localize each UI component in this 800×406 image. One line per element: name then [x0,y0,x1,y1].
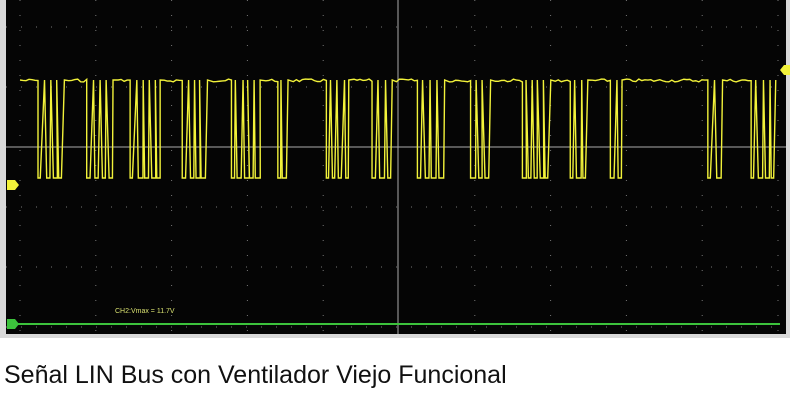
trigger-marker [780,65,790,75]
caption: Señal LIN Bus con Ventilador Viejo Funci… [4,361,507,389]
grid [6,0,786,334]
scope-screen [6,0,786,334]
measurement-label: CH2:Vmax = 11.7V [115,308,175,315]
ch1-marker [7,319,19,329]
ch2-marker [7,180,19,190]
yellow-signal-trace [19,77,777,179]
